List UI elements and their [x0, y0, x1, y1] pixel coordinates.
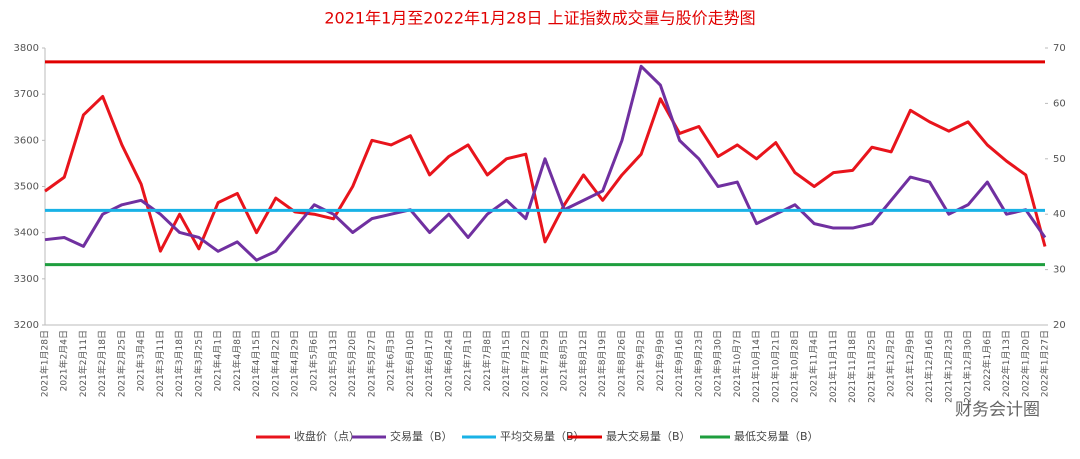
y-tick-label: 3700	[14, 89, 39, 100]
y2-tick-label: 40	[1053, 209, 1066, 220]
y-tick-label: 3300	[14, 274, 39, 285]
x-tick-label: 2021年7月29日	[539, 330, 551, 397]
x-tick-label: 2021年12月16日	[923, 330, 935, 403]
x-tick-label: 2021年1月28日	[39, 330, 51, 397]
legend-label: 最低交易量（B）	[734, 429, 819, 443]
x-tick-label: 2021年10月21日	[769, 330, 781, 403]
x-tick-label: 2021年4月8日	[231, 330, 243, 391]
x-tick-label: 2021年12月2日	[885, 330, 897, 397]
x-tick-label: 2021年12月23日	[942, 330, 954, 403]
x-tick-label: 2021年11月25日	[865, 330, 877, 403]
x-tick-label: 2022年1月13日	[1000, 330, 1012, 397]
x-tick-label: 2021年9月16日	[673, 330, 685, 397]
x-tick-label: 2021年6月24日	[442, 330, 454, 397]
x-tick-label: 2021年10月7日	[731, 330, 743, 397]
legend-label: 最大交易量（B）	[606, 429, 691, 443]
x-tick-label: 2021年8月19日	[596, 330, 608, 397]
x-tick-label: 2021年2月4日	[58, 330, 70, 391]
y-tick-label: 3500	[14, 182, 39, 193]
series-line	[44, 64, 1047, 262]
x-tick-label: 2021年12月30日	[962, 330, 974, 403]
x-tick-label: 2021年4月22日	[269, 330, 281, 397]
x-tick-label: 2021年6月3日	[385, 330, 397, 391]
legend-label: 收盘价（点）	[294, 429, 360, 443]
x-tick-label: 2021年5月20日	[346, 330, 358, 397]
x-tick-label: 2021年7月1日	[462, 330, 474, 391]
y2-tick-label: 50	[1053, 154, 1066, 165]
x-tick-label: 2022年1月27日	[1039, 330, 1051, 397]
x-tick-label: 2021年10月14日	[750, 330, 762, 403]
y-tick-label: 3400	[14, 228, 39, 239]
x-tick-label: 2021年3月18日	[173, 330, 185, 397]
y2-tick-label: 70	[1053, 43, 1066, 54]
x-tick-label: 2021年7月15日	[500, 330, 512, 397]
x-tick-label: 2021年7月22日	[519, 330, 531, 397]
x-tick-label: 2021年10月28日	[789, 330, 801, 403]
legend-label: 平均交易量（B）	[500, 429, 585, 443]
x-tick-label: 2021年5月13日	[327, 330, 339, 397]
x-tick-label: 2021年3月25日	[192, 330, 204, 397]
x-tick-label: 2021年11月4日	[808, 330, 820, 397]
x-tick-label: 2021年2月18日	[96, 330, 108, 397]
x-tick-label: 2021年4月15日	[250, 330, 262, 397]
x-tick-label: 2021年11月11日	[827, 330, 839, 403]
series-line	[44, 94, 1047, 253]
x-tick-label: 2022年1月6日	[981, 330, 993, 391]
y2-tick-label: 20	[1053, 320, 1066, 331]
x-tick-label: 2021年9月2日	[635, 330, 647, 391]
y2-tick-label: 60	[1053, 98, 1066, 109]
x-tick-label: 2022年1月20日	[1019, 330, 1031, 397]
watermark: 财务会计圈	[955, 400, 1040, 420]
x-tick-label: 2021年9月30日	[712, 330, 724, 397]
x-tick-label: 2021年7月8日	[481, 330, 493, 391]
y-tick-label: 3200	[14, 320, 39, 331]
x-tick-label: 2021年3月4日	[135, 330, 147, 391]
x-tick-label: 2021年4月1日	[212, 330, 224, 391]
x-tick-label: 2021年3月11日	[154, 330, 166, 397]
x-tick-label: 2021年9月23日	[692, 330, 704, 397]
x-tick-label: 2021年12月9日	[904, 330, 916, 397]
x-tick-label: 2021年5月6日	[308, 330, 320, 391]
chart-title: 2021年1月至2022年1月28日 上证指数成交量与股价走势图	[324, 9, 755, 28]
x-tick-label: 2021年8月26日	[615, 330, 627, 397]
legend-label: 交易量（B）	[390, 429, 453, 443]
x-tick-label: 2021年2月11日	[77, 330, 89, 397]
x-tick-label: 2021年6月17日	[423, 330, 435, 397]
x-tick-label: 2021年8月12日	[577, 330, 589, 397]
x-tick-label: 2021年8月5日	[558, 330, 570, 391]
x-tick-label: 2021年5月27日	[365, 330, 377, 397]
x-tick-label: 2021年6月10日	[404, 330, 416, 397]
x-tick-label: 2021年4月29日	[289, 330, 301, 397]
x-tick-label: 2021年11月18日	[846, 330, 858, 403]
y-tick-label: 3800	[14, 43, 39, 54]
y-tick-label: 3600	[14, 135, 39, 146]
x-tick-label: 2021年9月9日	[654, 330, 666, 391]
x-tick-label: 2021年2月25日	[115, 330, 127, 397]
y2-tick-label: 30	[1053, 265, 1066, 276]
